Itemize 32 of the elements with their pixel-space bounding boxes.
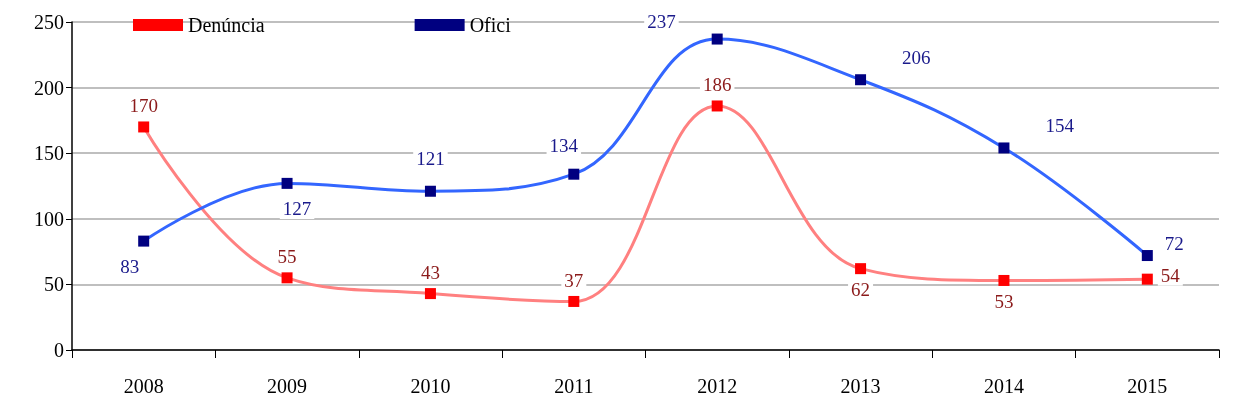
data-label: 72 <box>1164 233 1184 255</box>
data-label: 121 <box>416 147 445 169</box>
y-tick-label: 150 <box>34 142 64 165</box>
data-label: 237 <box>647 10 676 32</box>
data-label: 53 <box>994 290 1014 312</box>
y-tick-label: 200 <box>34 76 64 99</box>
data-label: 54 <box>1160 264 1181 286</box>
y-tick-label: 50 <box>44 273 64 296</box>
data-label: 206 <box>902 47 931 69</box>
x-tick-label: 2011 <box>554 375 594 397</box>
x-tick-label: 2008 <box>123 375 164 397</box>
data-label: 37 <box>564 269 584 291</box>
data-label: 127 <box>282 197 312 219</box>
data-label: 186 <box>702 74 732 96</box>
x-tick-label: 2010 <box>410 375 451 397</box>
legend-label: Ofici <box>469 14 512 36</box>
data-label: 62 <box>851 279 871 301</box>
data-label: 43 <box>420 262 440 284</box>
x-tick-label: 2009 <box>267 375 308 397</box>
data-label: 55 <box>277 246 297 268</box>
data-label: 154 <box>1045 115 1075 137</box>
data-label: 170 <box>129 95 158 117</box>
y-tick-label: 0 <box>54 339 64 361</box>
y-tick-label: 250 <box>34 11 64 33</box>
x-tick-label: 2012 <box>697 375 738 397</box>
x-tick-label: 2015 <box>1127 375 1168 397</box>
x-tick-label: 2013 <box>840 375 881 397</box>
x-tick-label: 2014 <box>983 375 1024 397</box>
data-label: 83 <box>120 255 140 277</box>
data-label: 134 <box>549 134 579 156</box>
y-tick-label: 100 <box>34 207 64 230</box>
legend-label: Denúncia <box>188 14 265 36</box>
